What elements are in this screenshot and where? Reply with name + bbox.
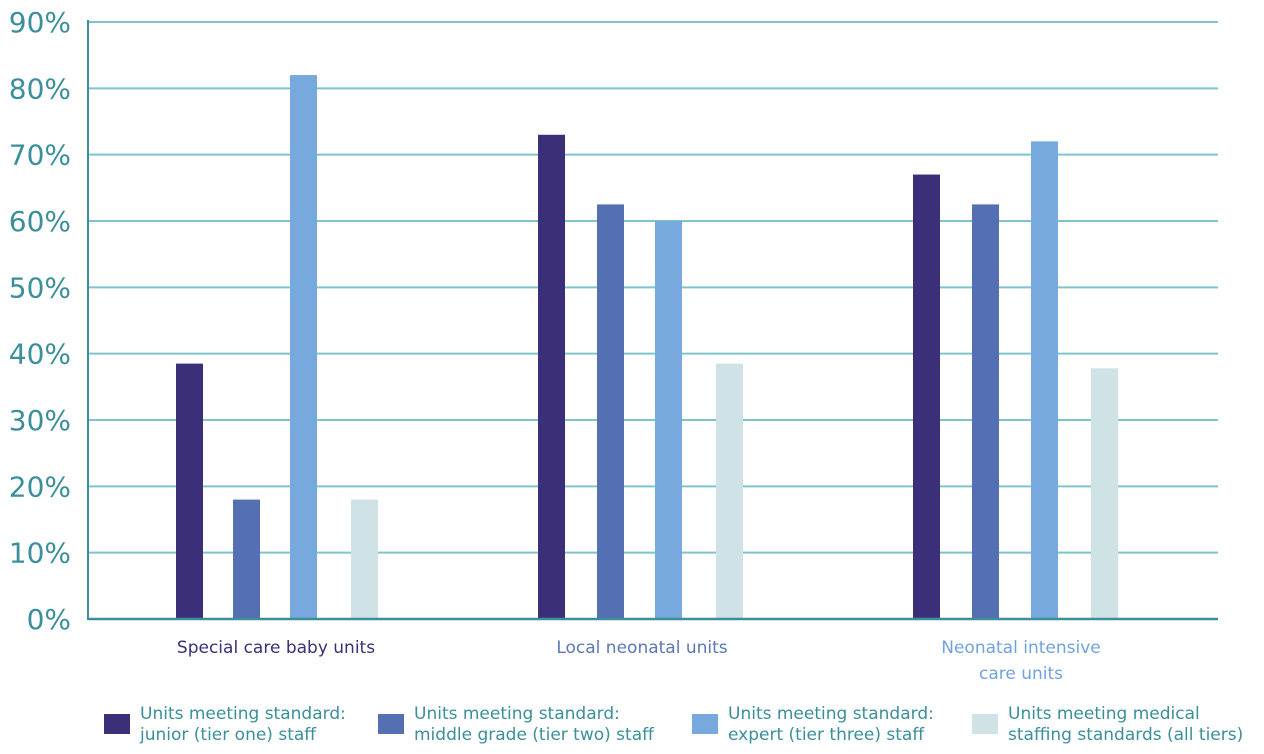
legend-label-expert: Units meeting standard: expert (tier thr… [728, 704, 934, 745]
y-tick-label: 10% [9, 537, 71, 570]
legend: Units meeting standard: junior (tier one… [0, 704, 1264, 754]
bars [176, 75, 1118, 620]
bar [597, 204, 624, 619]
y-tick-label: 80% [9, 72, 71, 105]
bar [913, 174, 940, 620]
bar-chart: 0% 10% 20% 30% 40% 50% 60% 70% 80% 90% Special ca… [9, 6, 1218, 684]
bar [351, 499, 378, 619]
legend-swatch-all-tiers [972, 714, 998, 734]
bar [1031, 141, 1058, 619]
bar [972, 204, 999, 619]
y-tick-label: 20% [9, 470, 71, 503]
bar [176, 363, 203, 619]
y-tick-label: 0% [27, 603, 71, 636]
bar [290, 75, 317, 620]
legend-swatch-junior [104, 714, 130, 734]
y-axis-ticks: 0% 10% 20% 30% 40% 50% 60% 70% 80% 90% [9, 6, 71, 636]
y-tick-label: 30% [9, 404, 71, 437]
category-label: Neonatal intensive care units [941, 638, 1100, 684]
y-tick-label: 60% [9, 205, 71, 238]
bar [716, 363, 743, 619]
category-label: Local neonatal units [556, 638, 727, 658]
y-tick-label: 50% [9, 271, 71, 304]
legend-swatch-expert [692, 714, 718, 734]
legend-item-expert: Units meeting standard: expert (tier thr… [692, 704, 934, 746]
y-tick-label: 40% [9, 338, 71, 371]
bar [233, 499, 260, 619]
legend-swatch-middle-grade [378, 714, 404, 734]
bar [1091, 368, 1118, 619]
bar [655, 221, 682, 619]
y-tick-label: 90% [9, 6, 71, 39]
legend-label-junior: Units meeting standard: junior (tier one… [140, 704, 346, 745]
legend-item-all-tiers: Units meeting medical staffing standards… [972, 704, 1243, 746]
legend-item-junior: Units meeting standard: junior (tier one… [104, 704, 346, 746]
category-labels: Special care baby units Local neonatal un… [177, 638, 1101, 684]
legend-label-all-tiers: Units meeting medical staffing standards… [1008, 704, 1244, 745]
category-label: Special care baby units [177, 638, 375, 658]
bar [538, 134, 565, 619]
gridlines [88, 21, 1218, 554]
axes [87, 20, 1218, 621]
y-tick-label: 70% [9, 139, 71, 172]
legend-label-middle-grade: Units meeting standard: middle grade (ti… [414, 704, 654, 745]
legend-item-middle-grade: Units meeting standard: middle grade (ti… [378, 704, 654, 746]
